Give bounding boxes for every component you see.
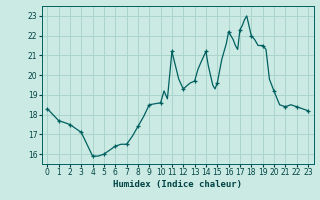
X-axis label: Humidex (Indice chaleur): Humidex (Indice chaleur) xyxy=(113,180,242,189)
